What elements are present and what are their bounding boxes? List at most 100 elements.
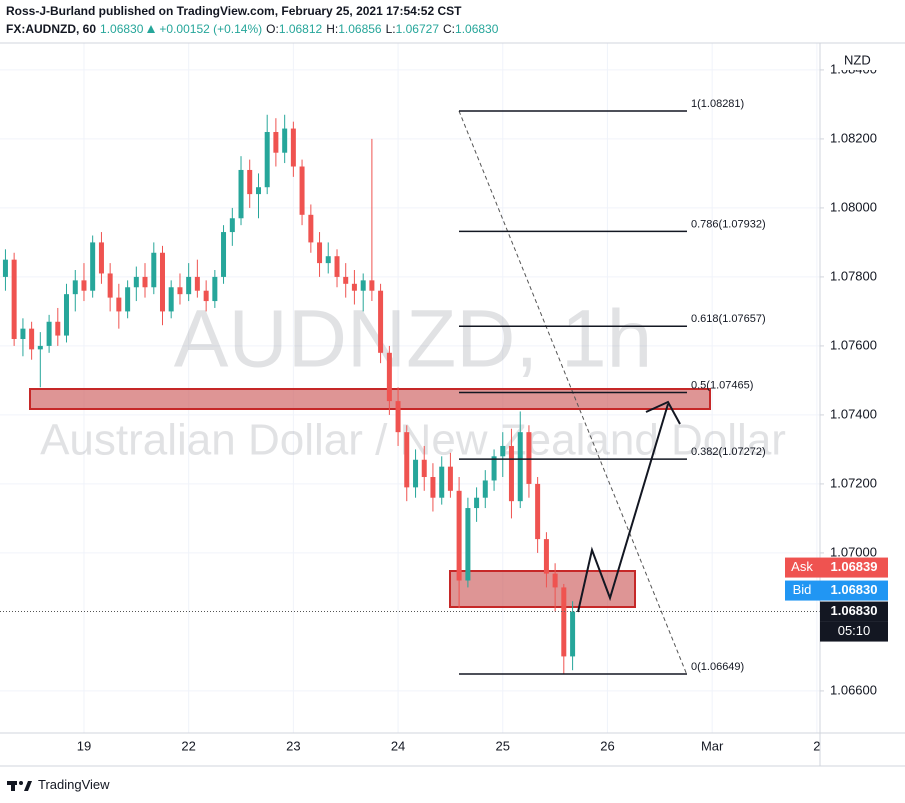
candle-body [325,256,331,264]
candle-body [299,166,305,215]
resistance-zone [29,388,711,410]
ohlc-key: O: [266,22,279,36]
brand-logo [7,780,32,791]
candle-body [369,280,375,291]
x-tick-label: 22 [181,738,195,753]
candle-body [447,466,453,491]
x-tick-label: Mar [701,738,724,753]
candle-body [72,280,78,295]
fib-label: 0.382(1.07272) [691,446,766,458]
watermark-subtitle: Australian Dollar / New Zealand Dollar [40,416,786,465]
candle-body [386,352,392,402]
ohlc-item: C:1.06830 [443,22,498,36]
candle-body [238,169,244,219]
projection-arrow [577,400,681,613]
x-tick-label: 2 [813,738,820,753]
symbol-line: FX:AUDNZD, 60 1.06830 +0.00152 (+0.14%) … [6,22,498,36]
fib-label: 0.618(1.07657) [691,313,766,325]
countdown: 05:10 [838,623,871,638]
candle-body [421,459,427,478]
bid-name: Bid [793,582,812,597]
candle-body [430,477,436,498]
candle-body [500,445,506,457]
candle-body [212,276,218,302]
candle-body [37,345,43,350]
candle-body [570,611,576,657]
arrow-head [645,400,681,425]
support-zone [449,570,636,608]
candle-body [508,445,514,502]
symbol: FX:AUDNZD, 60 [6,22,97,36]
candle-body [526,432,532,484]
ask-value: 1.06839 [831,559,878,574]
currency-box [838,52,880,70]
candle-body [159,252,165,312]
y-tick-label: 1.07600 [830,337,877,352]
candle-body [543,539,549,574]
candle-body [395,401,401,433]
candle-body [247,169,253,195]
y-tick-label: 1.08200 [830,130,877,145]
candle-body [378,290,384,353]
fib-label: 0(1.06649) [691,661,744,673]
candles [2,114,576,674]
ohlc-item: L:1.06727 [386,22,439,36]
countdown-tag [820,621,888,642]
candle-body [413,459,419,488]
publish-line: Ross-J-Burland published on TradingView.… [6,4,461,18]
y-tick-label: 1.07200 [830,475,877,490]
ohlc-key: L: [385,22,396,36]
ask-tag [785,557,888,578]
y-tick-label: 1.07400 [830,406,877,421]
candle-body [334,256,340,277]
candle-body [517,432,523,502]
x-tick-label: 24 [391,738,405,753]
candle-body [561,587,567,657]
candle-body [474,497,480,509]
time-axis [0,733,820,766]
candle-body [46,321,52,346]
candle-body [456,490,462,581]
ohlc-item: H:1.06856 [326,22,381,36]
candle-body [63,294,69,336]
candle-body [290,128,296,167]
header: Ross-J-Burland published on TradingView.… [0,0,905,42]
candle-body [273,132,279,153]
bid-value: 1.06830 [831,582,878,597]
candle-body [439,466,445,498]
candle-body [308,214,314,243]
ohlc-value: 1.06856 [338,22,382,36]
candle-body [491,456,497,481]
fib-label: 0.786(1.07932) [691,218,766,230]
candle-body [194,276,200,291]
candle-body [81,280,87,291]
ohlc-value: 1.06812 [278,22,323,36]
price-labels: 1.06600 1.07000 1.07200 1.07400 1.07600 1.078… [820,61,877,697]
candle-body [11,259,17,340]
ohlc-value: 1.06830 [455,22,499,36]
arrow-path [577,403,669,613]
candle-body [55,321,61,336]
candle-body [229,218,235,233]
candle-body [482,480,488,498]
candle-body [282,128,288,153]
ohlc-key: H: [326,22,339,36]
last: 1.06830 [100,22,144,36]
candle-body [29,328,35,350]
candle-body [360,280,366,291]
y-tick-label: 1.07000 [830,544,877,559]
last-price-tag [820,601,888,622]
currency: NZD [844,52,871,67]
candle-body [203,290,209,302]
candle-body [98,242,104,274]
ohlc-value: 1.06727 [395,22,440,36]
fib-label: 1(1.08281) [691,98,744,110]
y-tick-label: 1.07800 [830,268,877,283]
ohlc-item: O:1.06812 [266,22,322,36]
candle-body [535,483,541,540]
up-icon [147,25,156,33]
published: Ross-J-Burland published on TradingView.… [6,4,462,18]
candle-body [317,242,323,264]
